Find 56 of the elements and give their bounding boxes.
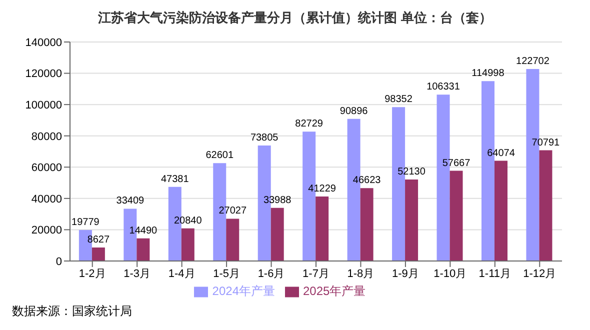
x-tick-label: 1-10月 (434, 268, 467, 280)
bar (136, 238, 150, 261)
data-label: 114998 (472, 68, 505, 80)
x-tick-label: 1-12月 (523, 268, 556, 280)
bar (360, 188, 374, 261)
y-tick-label: 20000 (31, 224, 62, 237)
bar (316, 196, 329, 261)
data-label: 27027 (218, 206, 247, 217)
data-label: 20840 (174, 215, 202, 226)
legend-label: 2024年产量 (212, 284, 275, 298)
bar (92, 248, 105, 261)
data-label: 122702 (516, 56, 550, 68)
data-label: 33409 (116, 196, 145, 207)
x-tick-label: 1-6月 (258, 268, 285, 280)
y-tick-label: 100000 (25, 99, 62, 112)
data-label: 106331 (426, 82, 460, 93)
x-tick-label: 1-7月 (302, 268, 330, 280)
data-label: 82729 (295, 118, 324, 130)
chart-title: 江苏省大气污染防治设备产量分月（累计值）统计图 单位：台（套） (97, 9, 493, 27)
bar (494, 160, 508, 261)
y-tick-label: 60000 (31, 162, 62, 174)
bar (539, 150, 552, 261)
x-tick-label: 1-9月 (392, 268, 419, 280)
data-label: 57667 (442, 158, 471, 169)
x-tick-label: 1-5月 (213, 268, 240, 280)
data-label: 70791 (532, 137, 560, 148)
y-tick-label: 80000 (31, 130, 62, 143)
bar (226, 218, 240, 261)
data-label: 64074 (487, 148, 516, 159)
data-label: 98352 (384, 94, 413, 106)
data-label: 62601 (206, 150, 234, 162)
y-tick-label: 140000 (25, 36, 62, 49)
bar (450, 170, 463, 261)
data-label: 14490 (129, 225, 158, 236)
x-tick-label: 1-4月 (168, 268, 196, 280)
x-tick-label: 1-8月 (347, 268, 374, 280)
data-label: 47381 (160, 174, 190, 185)
legend-label: 2025年产量 (303, 284, 366, 298)
source-note: 数据来源：国家统计局 (12, 303, 132, 320)
data-label: 41229 (308, 184, 336, 195)
y-tick-label: 120000 (25, 68, 62, 80)
x-tick-label: 1-11月 (478, 268, 512, 280)
data-label: 52130 (398, 166, 426, 178)
bar (181, 228, 194, 261)
data-label: 8627 (87, 234, 110, 246)
bar (270, 208, 284, 261)
y-tick-label: 0 (56, 256, 62, 268)
x-tick-label: 1-3月 (124, 268, 151, 280)
data-label: 33988 (263, 194, 292, 206)
data-label: 90896 (340, 106, 368, 117)
x-tick-label: 1-2月 (78, 268, 106, 280)
bar (405, 179, 418, 261)
data-label: 46623 (352, 175, 382, 186)
data-label: 73805 (250, 132, 279, 144)
y-tick-label: 40000 (31, 193, 62, 206)
data-label: 19779 (72, 217, 100, 228)
